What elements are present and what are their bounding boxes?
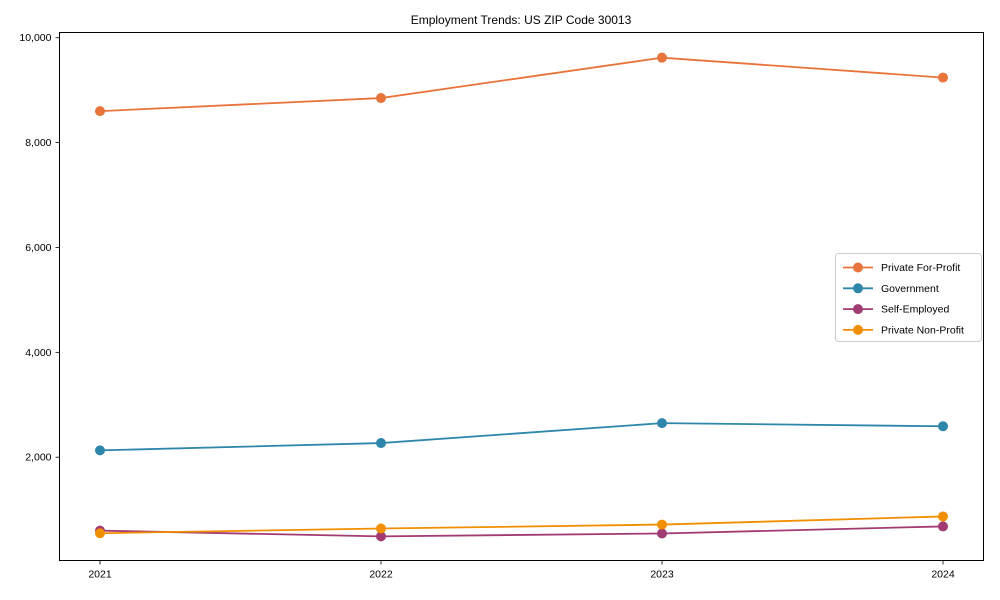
legend-box — [835, 253, 982, 342]
data-point — [657, 52, 667, 63]
data-point — [95, 106, 105, 117]
legend-item-private-for-profit: Private For-Profit — [843, 262, 960, 274]
series-line — [99, 56, 944, 113]
series-private-non-profit — [95, 511, 948, 539]
y-axis: 2,000 4,000 6,000 8,000 10,000 — [19, 32, 60, 464]
y-tick-label: 8,000 — [25, 137, 51, 149]
data-point — [376, 93, 386, 104]
chart-title: Employment Trends: US ZIP Code 30013 — [411, 13, 632, 27]
y-tick-label: 10,000 — [19, 32, 51, 44]
legend-marker — [853, 262, 863, 273]
legend-label: Government — [881, 283, 939, 295]
series-lines — [95, 52, 948, 542]
legend-item-private-non-profit: Private Non-Profit — [843, 324, 964, 336]
legend: Private For-Profit Government Self-Employe… — [835, 253, 982, 342]
legend-marker — [853, 324, 863, 335]
plot-area — [59, 32, 984, 561]
x-axis: 2021 2022 2023 2024 — [88, 560, 955, 581]
data-point — [938, 421, 948, 432]
data-point — [938, 72, 948, 83]
data-point — [376, 531, 386, 542]
series-line — [99, 422, 944, 452]
data-point — [376, 523, 386, 534]
legend-item-government: Government — [843, 283, 939, 295]
data-point — [95, 528, 105, 539]
series-government — [95, 418, 948, 456]
legend-label: Self-Employed — [881, 304, 949, 316]
data-point — [657, 519, 667, 530]
x-tick-label: 2024 — [931, 569, 955, 581]
data-point — [938, 511, 948, 522]
legend-label: Private Non-Profit — [881, 324, 964, 336]
series-private-for-profit — [95, 52, 948, 117]
x-tick-label: 2022 — [369, 569, 393, 581]
data-point — [95, 445, 105, 456]
x-tick-label: 2021 — [88, 569, 112, 581]
x-tick-label: 2023 — [650, 569, 674, 581]
y-tick-label: 4,000 — [25, 347, 51, 359]
legend-label: Private For-Profit — [881, 262, 960, 274]
data-point — [376, 438, 386, 449]
data-point — [657, 528, 667, 539]
series-line — [99, 515, 944, 535]
y-tick-label: 2,000 — [25, 452, 51, 464]
legend-marker — [853, 283, 863, 294]
data-point — [657, 418, 667, 429]
legend-marker — [853, 304, 863, 315]
series-line — [99, 525, 944, 538]
legend-item-self-employed: Self-Employed — [843, 304, 949, 316]
y-tick-label: 6,000 — [25, 242, 51, 254]
data-point — [938, 521, 948, 532]
